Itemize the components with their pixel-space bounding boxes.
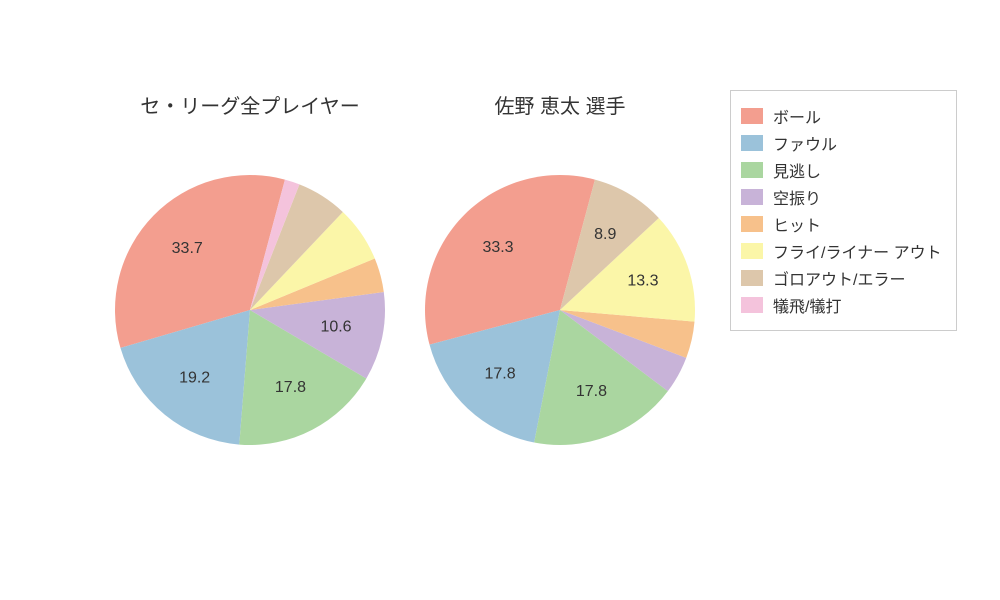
chart-title-player: 佐野 恵太 選手 — [430, 90, 690, 119]
legend-item-foul: ファウル — [741, 131, 942, 155]
pie-label-swing: 10.6 — [320, 319, 351, 336]
legend-label-sac: 犠飛/犠打 — [773, 293, 841, 317]
pie-chart-player: 33.3 17.8 17.8 13.3 8.9 — [423, 173, 697, 447]
pie-label-foul: 19.2 — [179, 369, 210, 386]
legend-item-ball: ボール — [741, 104, 942, 128]
legend-swatch-groundout — [741, 270, 763, 286]
legend-label-looking: 見逃し — [773, 158, 821, 182]
legend-swatch-swing — [741, 189, 763, 205]
legend-item-looking: 見逃し — [741, 158, 942, 182]
pie-label-ball: 33.3 — [482, 239, 513, 256]
legend-label-flyout: フライ/ライナー アウト — [773, 239, 942, 263]
pie-label-ball: 33.7 — [172, 240, 203, 257]
pie-chart-league: 33.7 19.2 17.8 10.6 — [113, 173, 387, 447]
legend-label-hit: ヒット — [773, 212, 821, 236]
legend-swatch-sac — [741, 297, 763, 313]
chart-stage: 33.7 19.2 17.8 10.6 セ・リーグ全プレイヤー 33.3 17.8 17.8 1… — [0, 0, 1000, 600]
legend-item-flyout: フライ/ライナー アウト — [741, 239, 942, 263]
legend-label-swing: 空振り — [773, 185, 821, 209]
legend-swatch-foul — [741, 135, 763, 151]
chart-title-league: セ・リーグ全プレイヤー — [120, 90, 380, 119]
pie-label-groundout: 8.9 — [594, 226, 616, 243]
legend-label-ball: ボール — [773, 104, 821, 128]
pie-label-looking: 17.8 — [576, 383, 607, 400]
legend-item-swing: 空振り — [741, 185, 942, 209]
legend-item-groundout: ゴロアウト/エラー — [741, 266, 942, 290]
legend-swatch-hit — [741, 216, 763, 232]
legend-label-groundout: ゴロアウト/エラー — [773, 266, 905, 290]
legend-item-sac: 犠飛/犠打 — [741, 293, 942, 317]
legend-swatch-ball — [741, 108, 763, 124]
legend-item-hit: ヒット — [741, 212, 942, 236]
pie-label-flyout: 13.3 — [627, 273, 658, 290]
legend: ボールファウル見逃し空振りヒットフライ/ライナー アウトゴロアウト/エラー犠飛/… — [730, 90, 957, 331]
legend-swatch-flyout — [741, 243, 763, 259]
legend-swatch-looking — [741, 162, 763, 178]
legend-label-foul: ファウル — [773, 131, 837, 155]
pie-label-looking: 17.8 — [275, 379, 306, 396]
pie-label-foul: 17.8 — [484, 365, 515, 382]
